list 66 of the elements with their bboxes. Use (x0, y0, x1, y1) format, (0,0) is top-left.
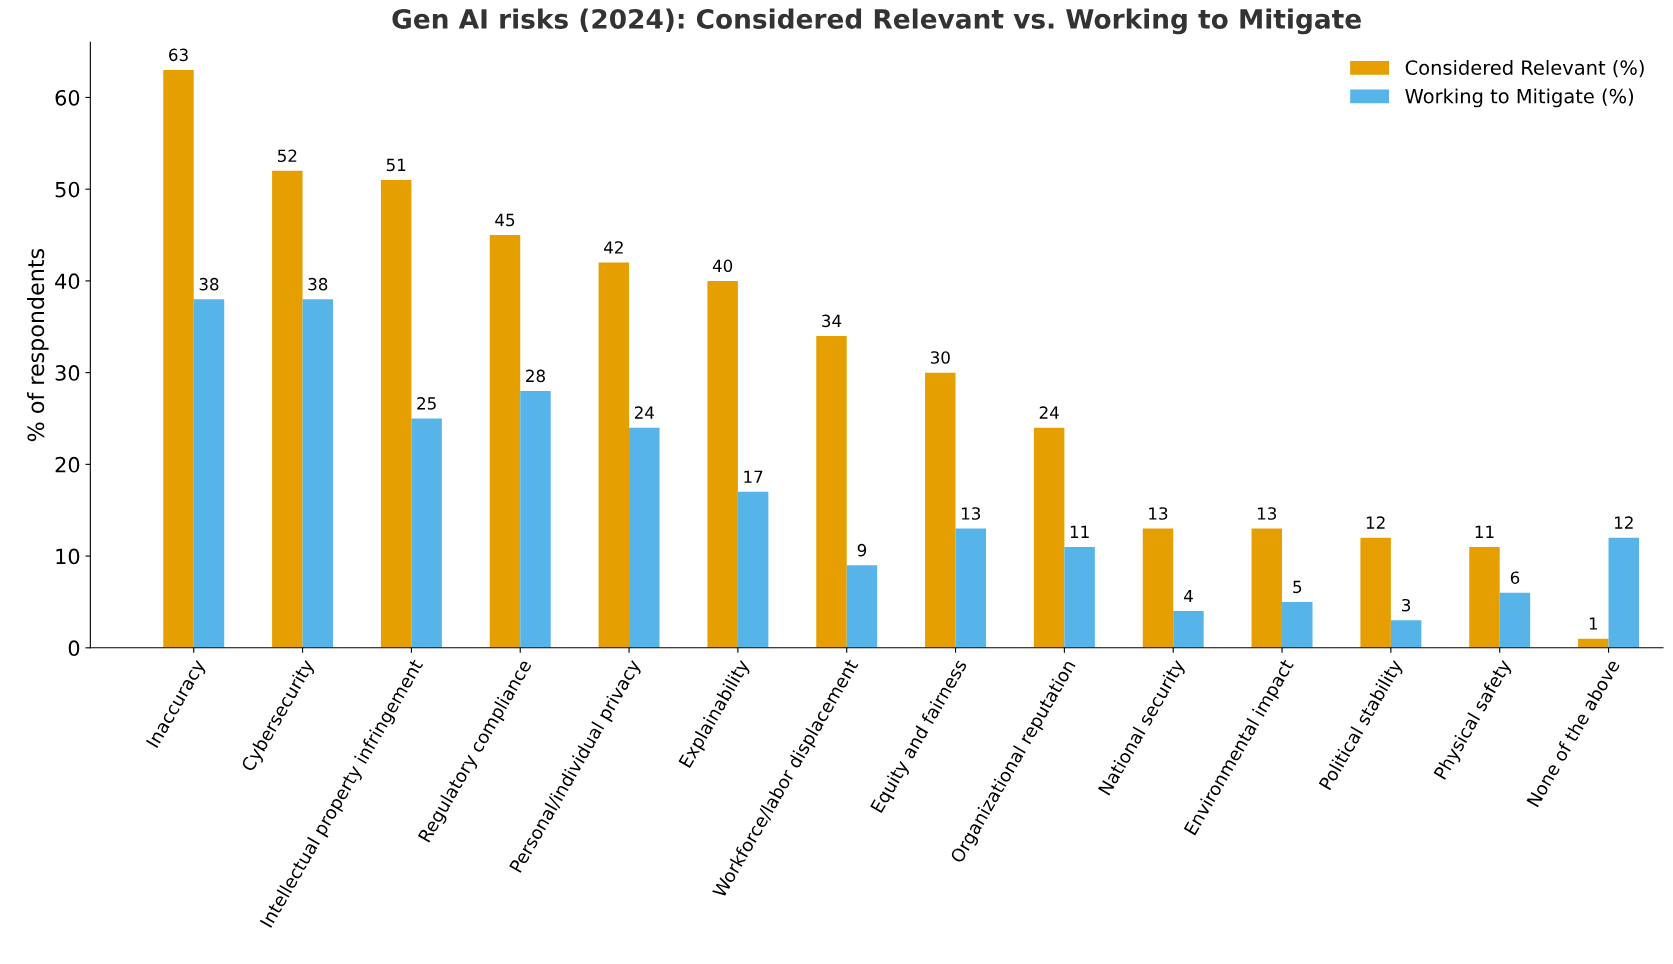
bar (1173, 611, 1204, 648)
bar (520, 390, 551, 648)
y-tick-label: 20 (55, 456, 80, 473)
y-tick-label: 50 (55, 181, 80, 198)
bar (1282, 601, 1313, 648)
y-tick-label: 0 (68, 640, 80, 657)
bar (955, 528, 987, 648)
bar (1390, 620, 1422, 648)
y-tick-label: 10 (56, 548, 80, 565)
bar (380, 180, 412, 648)
bar (707, 280, 738, 648)
bar (816, 335, 847, 648)
data-label: 63 (169, 48, 188, 62)
data-label: 28 (526, 369, 545, 383)
bar (925, 372, 956, 648)
data-label: 13 (1149, 507, 1168, 520)
chart-title: Gen AI risks (2024): Considered Relevant vs. Working to Mitigate (392, 8, 1361, 35)
data-label: 6 (1510, 571, 1520, 584)
bar (598, 262, 630, 648)
data-label: 12 (1615, 516, 1633, 529)
y-axis-title: % of respondents (27, 248, 49, 442)
data-label: 38 (308, 277, 328, 291)
bar (1142, 528, 1174, 648)
bar (1360, 537, 1391, 648)
data-label: 4 (1183, 589, 1193, 603)
bar (411, 418, 442, 648)
data-label: 5 (1293, 580, 1302, 594)
bar (1064, 546, 1095, 648)
bar (1608, 537, 1640, 648)
y-tick-label: 60 (55, 89, 80, 106)
bar (629, 427, 660, 648)
data-label: 11 (1475, 525, 1494, 538)
legend-label: Working to Mitigate (%) (1405, 88, 1634, 108)
bar (846, 565, 878, 648)
bar (1251, 528, 1283, 648)
y-tick-label: 30 (55, 365, 80, 381)
data-label: 13 (1258, 507, 1277, 520)
data-label: 42 (604, 241, 623, 254)
bar (302, 299, 334, 648)
data-label: 34 (822, 314, 842, 328)
data-label: 52 (278, 149, 297, 163)
data-label: 25 (417, 397, 436, 410)
data-label: 51 (386, 158, 406, 172)
data-label: 30 (930, 351, 950, 364)
bar (272, 170, 303, 648)
legend-label: Considered Relevant (%) (1405, 59, 1644, 78)
bar (193, 299, 225, 648)
data-label: 12 (1366, 516, 1385, 529)
bar (737, 491, 769, 648)
data-label: 17 (744, 470, 763, 483)
data-label: 24 (1039, 406, 1059, 419)
bar (1469, 546, 1500, 648)
data-label: 1 (1589, 617, 1598, 630)
data-label: 9 (857, 543, 867, 557)
y-tick-label: 40 (55, 273, 80, 290)
bar (1499, 592, 1531, 648)
data-label: 40 (712, 259, 733, 273)
data-label: 3 (1402, 598, 1411, 612)
data-label: 24 (634, 406, 654, 419)
data-label: 45 (495, 213, 515, 227)
data-label: 38 (199, 277, 219, 291)
data-label: 11 (1070, 525, 1089, 538)
bar (163, 69, 194, 648)
bar (1033, 427, 1065, 648)
bar (489, 235, 521, 648)
data-label: 13 (962, 507, 981, 520)
